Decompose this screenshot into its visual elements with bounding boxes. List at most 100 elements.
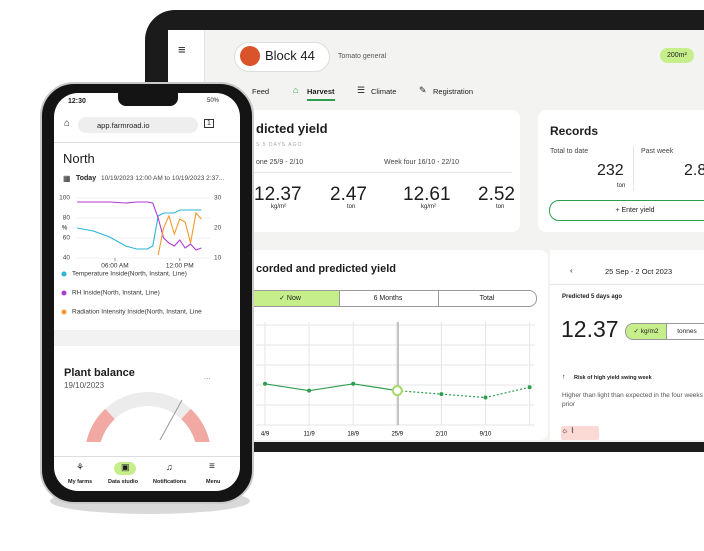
detail-card	[550, 250, 704, 440]
figure: 2.52	[478, 184, 515, 205]
y-axis-label: %	[62, 226, 68, 232]
block-icon	[240, 46, 260, 66]
legend-label: RH Inside(North, Instant, Line)	[72, 290, 160, 297]
series-line	[77, 209, 202, 250]
unit: kg/m²	[421, 204, 436, 210]
nav-icon: ♫	[166, 462, 173, 472]
enter-yield-button[interactable]: + Enter yield	[549, 200, 704, 221]
y-tick-label: 100	[59, 195, 70, 202]
chart-title: corded and predicted yield	[256, 263, 396, 275]
card-subtitle: S 5 DAYS AGO	[256, 142, 303, 148]
panel-more[interactable]: ...	[204, 372, 211, 381]
prev-button[interactable]: ‹	[570, 266, 573, 275]
y2-tick-label: 20	[214, 225, 222, 232]
toggle[interactable]: 6 Months	[338, 290, 439, 307]
x-tick-label: 11/9	[303, 432, 315, 438]
legend-label: Radiation Intensity Inside(North, Instan…	[72, 309, 202, 316]
toggle[interactable]: Total	[438, 290, 537, 307]
records-label: Total to date	[550, 148, 589, 155]
nav-active	[114, 462, 136, 475]
tab[interactable]: Climate	[371, 87, 397, 96]
block-name: Block 44	[265, 48, 315, 63]
unit: ton	[496, 204, 505, 210]
data-point	[307, 388, 312, 393]
period: 25 Sep - 2 Oct 2023	[605, 267, 673, 276]
nav-icon: ≡	[209, 461, 215, 472]
records-title: Records	[550, 124, 599, 138]
note: Higher than light than expected in the f…	[562, 392, 703, 408]
risk: Risk of high yield swing week	[574, 375, 652, 381]
legend-swatch	[61, 309, 67, 315]
icon-chip: ☼ ⌇	[561, 426, 599, 440]
status-time: 12:30	[68, 98, 86, 105]
divider	[250, 172, 512, 173]
unit: kg/m²	[271, 204, 286, 210]
divider	[550, 284, 704, 285]
tab-icons: ⌂	[293, 85, 299, 95]
predicted-label: Predicted 5 days ago	[562, 294, 623, 300]
records-week: 2.8	[684, 162, 704, 179]
y-tick-label: 80	[63, 215, 71, 222]
figure: 12.61	[403, 184, 451, 205]
home-icon[interactable]: ⌂	[64, 118, 71, 129]
nav-item[interactable]: My farms	[68, 479, 93, 485]
data-point	[527, 385, 532, 390]
url-bar[interactable]	[78, 117, 198, 133]
x-tick-label: 9/10	[480, 432, 492, 438]
unit: ton	[347, 204, 356, 210]
location: North	[63, 151, 95, 166]
detail-value: 12.37	[561, 316, 619, 342]
records-total: 232	[597, 162, 624, 179]
crop: Tomato general	[338, 53, 387, 60]
data-point	[483, 395, 488, 400]
tab[interactable]: Harvest	[307, 87, 335, 101]
y-tick-label: 40	[63, 255, 71, 262]
range: 10/19/2023 12:00 AM to 10/19/2023 2:37..…	[101, 175, 225, 182]
data-point	[439, 392, 444, 397]
url: app.farmroad.io	[97, 121, 150, 130]
yield-card	[232, 110, 520, 232]
nav-bar	[54, 456, 240, 457]
panel-title: Plant balance	[64, 367, 135, 379]
notch	[118, 93, 178, 106]
nav-item[interactable]: Notifications	[153, 479, 187, 485]
data-point	[351, 381, 356, 386]
records-card	[538, 110, 704, 232]
x-tick-label: 06:00 AM	[101, 263, 128, 270]
panel-date: 19/10/2023	[64, 381, 105, 390]
section-gap	[54, 330, 240, 346]
card-title: dicted yield	[256, 121, 328, 136]
data-point	[391, 385, 403, 397]
tab[interactable]: Feed	[252, 87, 270, 96]
status-battery: 50%	[207, 98, 220, 104]
nav-item[interactable]: Menu	[206, 479, 221, 485]
divider	[633, 146, 634, 191]
series-line	[77, 201, 202, 251]
tab-icons: ☰	[357, 85, 366, 95]
tab-icons: ✎	[419, 85, 427, 95]
area-badge: 200m²	[660, 48, 694, 63]
week-label: Week four 16/10 - 22/10	[384, 159, 459, 166]
unit-toggle[interactable]: tonnes	[666, 323, 704, 340]
risk-icon: ↑	[562, 374, 566, 381]
tabs-icon[interactable]: 1	[204, 119, 214, 128]
screen-divider	[54, 142, 240, 143]
toggle[interactable]: ✓ Now	[240, 290, 340, 307]
menu-icon[interactable]: ≡	[178, 42, 186, 57]
tab[interactable]: Registration	[433, 87, 474, 96]
figure: 2.47	[330, 184, 367, 205]
y2-tick-label: 30	[214, 195, 222, 202]
nav-item[interactable]: Data studio	[108, 479, 138, 485]
y2-tick-label: 10	[214, 255, 222, 262]
x-tick-label: 18/9	[347, 432, 359, 438]
nav-icon: ⚘	[76, 462, 85, 472]
legend-swatch	[61, 290, 67, 296]
y-tick-label: 60	[63, 235, 71, 242]
x-tick-label: 12:00 PM	[166, 263, 194, 270]
records-label: Past week	[641, 148, 674, 155]
phone-screen	[54, 93, 240, 491]
gauge-needle	[159, 399, 183, 441]
gauge-mask	[54, 442, 240, 456]
